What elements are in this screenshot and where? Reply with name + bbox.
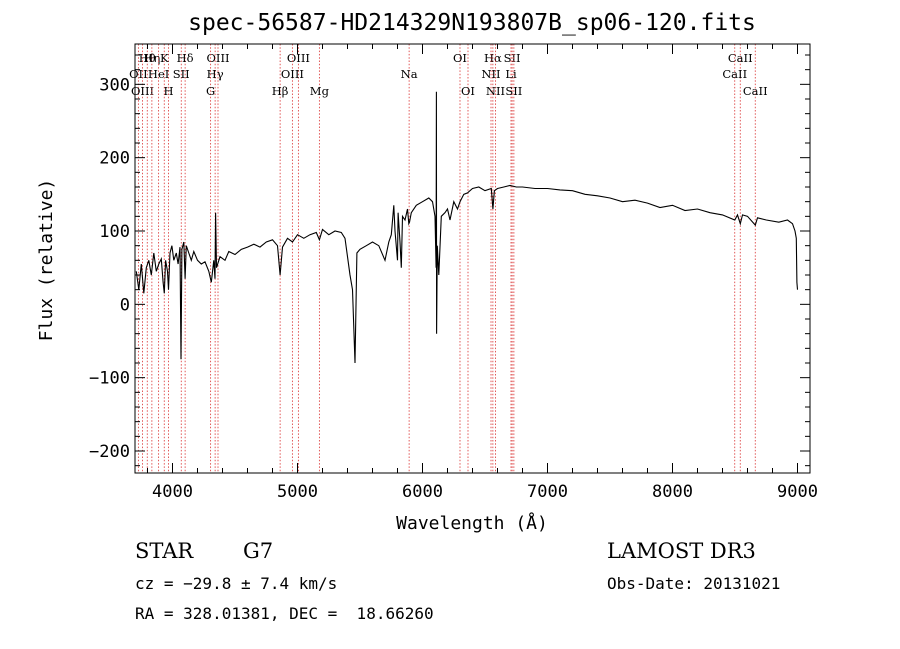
line-marker-label: Hα [484, 51, 502, 65]
line-marker-label: CaII [728, 51, 753, 65]
y-tick-label: 0 [120, 295, 130, 315]
line-marker-label: SII [173, 67, 190, 81]
x-tick-label: 7000 [527, 482, 568, 502]
line-marker-label: Mg [310, 84, 330, 98]
x-tick-label: 9000 [777, 482, 818, 502]
object-subclass: G7 [243, 539, 274, 563]
line-marker-label: OIII [206, 51, 229, 65]
y-tick-label: 200 [99, 149, 130, 169]
line-marker-label: Hη [143, 51, 160, 65]
line-marker-label: Hγ [207, 67, 224, 81]
y-tick-label: −200 [89, 442, 130, 462]
line-marker-label: OIII [131, 84, 154, 98]
axis-ticks: 4000 5000 6000 7000 8000 9000 −200 −100 0 100 200 3… [89, 44, 818, 502]
line-marker-label: G [206, 84, 215, 98]
line-marker-label: Hβ [272, 84, 289, 98]
line-marker-label: NII [481, 67, 500, 81]
plot-frame [134, 43, 811, 474]
line-marker-label: Na [401, 67, 418, 81]
x-tick-label: 4000 [152, 482, 193, 502]
survey-name: LAMOST DR3 [607, 539, 756, 563]
y-tick-label: −100 [89, 369, 130, 389]
line-marker-label: OIII [287, 51, 310, 65]
object-class: STAR [135, 539, 194, 563]
spectrum-line [135, 91, 799, 364]
line-marker-label: K [160, 51, 169, 65]
line-marker-label: NII [486, 84, 505, 98]
y-tick-label: 300 [99, 75, 130, 95]
line-marker-label: SII [504, 51, 521, 65]
chart-title: spec-56587-HD214329N193807B_sp06-120.fit… [188, 10, 756, 36]
observation-date: Obs-Date: 20131021 [607, 574, 781, 593]
x-axis-label: Wavelength (Å) [396, 512, 548, 534]
y-axis-label: Flux (relative) [36, 179, 57, 342]
line-marker-label: Li [505, 67, 517, 81]
y-tick-label: 100 [99, 222, 130, 242]
line-marker-label: CaII [743, 84, 768, 98]
x-tick-label: 8000 [652, 482, 693, 502]
coordinates-text: RA = 328.01381, DEC = 18.66260 [135, 604, 434, 623]
redshift-text: cz = −29.8 ± 7.4 km/s [135, 574, 338, 593]
line-marker-label: HeI [148, 67, 169, 81]
line-marker-label: OI [453, 51, 467, 65]
line-marker-label: OI [461, 84, 475, 98]
line-marker-label: OII [129, 67, 148, 81]
x-tick-label: 6000 [402, 482, 443, 502]
line-marker-label: Hδ [177, 51, 194, 65]
line-marker-label: OIII [281, 67, 304, 81]
line-marker-label: SII [505, 84, 522, 98]
x-tick-label: 5000 [277, 482, 318, 502]
line-marker-label: CaII [722, 67, 747, 81]
line-marker-label: H [163, 84, 173, 98]
